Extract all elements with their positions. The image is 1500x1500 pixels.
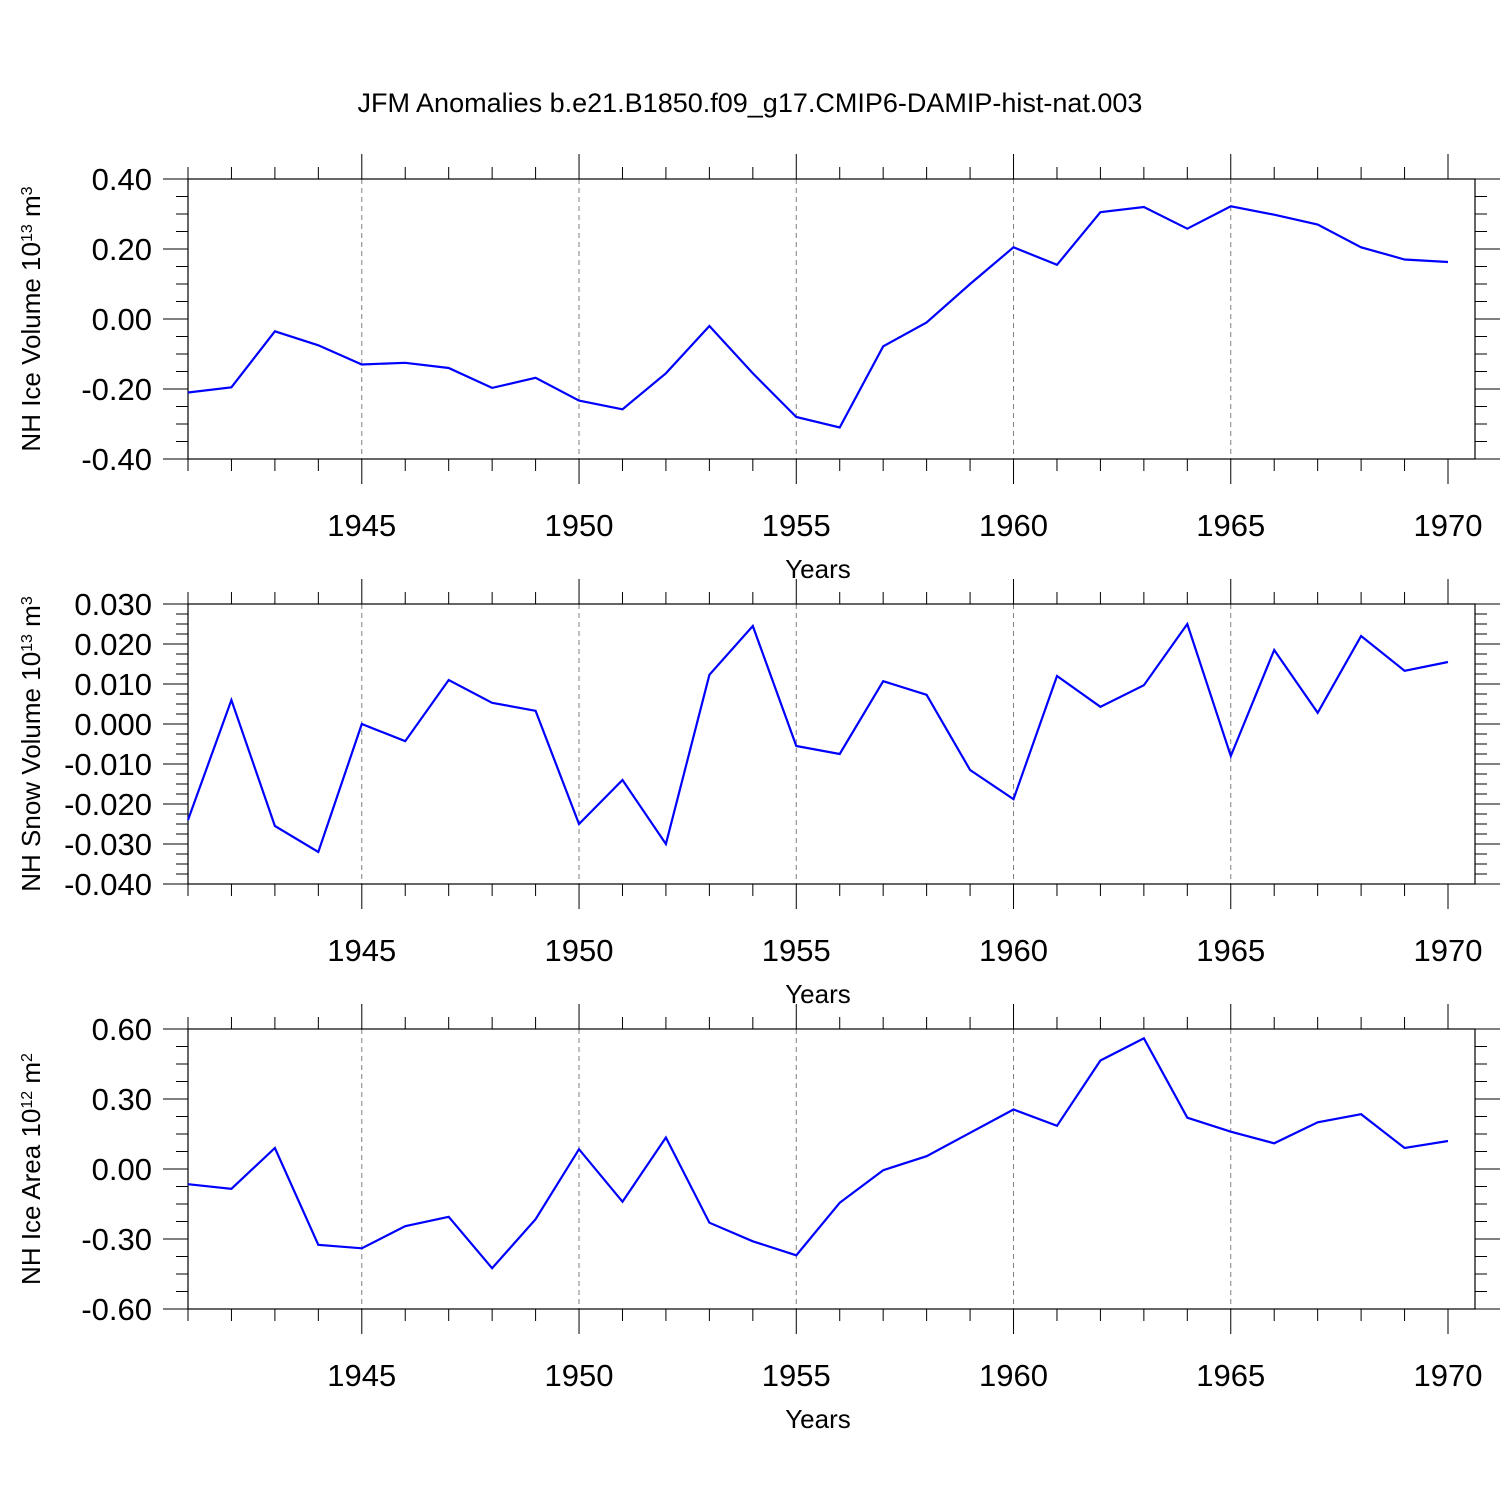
y-axis-label: NH Ice Area 1012 m2: [16, 1053, 46, 1285]
plot-frame: [187, 603, 1476, 885]
y-axis-label: NH Snow Volume 1013 m3: [16, 596, 46, 892]
y-tick-label: 0.60: [92, 1012, 152, 1047]
plot-frame: [187, 1028, 1476, 1310]
y-tick-label: -0.030: [64, 827, 152, 862]
x-tick-label: 1945: [327, 1358, 396, 1393]
x-tick-label: 1965: [1196, 1358, 1265, 1393]
x-tick-label: 1945: [327, 933, 396, 968]
x-tick-label: 1955: [762, 933, 831, 968]
y-axis-label-text: m: [16, 1062, 46, 1091]
y-tick-label: 0.010: [74, 667, 152, 702]
y-axis-label-superscript: 12: [19, 1091, 36, 1109]
y-tick-label: -0.040: [64, 867, 152, 902]
y-tick-label: -0.010: [64, 747, 152, 782]
panel-snow-volume: 1945 1950 1955 1960 1965 1970 Years -0.040 -0.03…: [16, 579, 1500, 1009]
figure-title: JFM Anomalies b.e21.B1850.f09_g17.CMIP6-…: [357, 88, 1143, 118]
x-tick-label: 1945: [327, 508, 396, 543]
y-tick-label: -0.60: [81, 1292, 152, 1327]
series-line-ice-volume: [187, 205, 1449, 429]
x-tick-label: 1970: [1414, 508, 1483, 543]
y-tick-label: 0.030: [74, 587, 152, 622]
x-tick-label: 1955: [762, 508, 831, 543]
x-tick-label: 1950: [545, 1358, 614, 1393]
y-tick-label: 0.000: [74, 707, 152, 742]
x-axis-label: Years: [785, 1404, 851, 1434]
y-tick-label: 0.00: [92, 302, 152, 337]
y-axis-label-text: NH Ice Volume 10: [16, 242, 46, 452]
x-tick-label: 1960: [979, 508, 1048, 543]
x-tick-label: 1960: [979, 933, 1048, 968]
x-tick-label: 1950: [545, 508, 614, 543]
x-tick-label: 1955: [762, 1358, 831, 1393]
y-axis-label-text: m: [16, 195, 46, 224]
y-tick-label: 0.20: [92, 232, 152, 267]
x-tick-label: 1970: [1414, 933, 1483, 968]
panel-ice-area: 1945 1950 1955 1960 1965 1970 Years -0.60 -0.30 0…: [16, 1004, 1500, 1434]
x-tick-label: 1965: [1196, 508, 1265, 543]
y-axis-label-text: NH Snow Volume 10: [16, 652, 46, 892]
y-axis-label-superscript: 3: [19, 186, 36, 195]
x-tick-label: 1960: [979, 1358, 1048, 1393]
x-tick-label: 1965: [1196, 933, 1265, 968]
y-tick-label: -0.40: [81, 442, 152, 477]
x-tick-label: 1970: [1414, 1358, 1483, 1393]
x-axis-label: Years: [785, 979, 851, 1009]
y-tick-label: -0.020: [64, 787, 152, 822]
y-axis-label-text: NH Ice Area 10: [16, 1109, 46, 1285]
panel-ice-volume: 1945 1950 1955 1960 1965 1970 Years -0.40 -0.20 0…: [16, 154, 1500, 584]
y-tick-label: 0.00: [92, 1152, 152, 1187]
series-line-snow-volume: [186, 621, 1449, 854]
y-axis-label-text: m: [16, 605, 46, 634]
y-tick-label: 0.30: [92, 1082, 152, 1117]
x-tick-label: 1950: [545, 933, 614, 968]
y-axis-label-superscript: 13: [19, 634, 36, 652]
y-axis-label: NH Ice Volume 1013 m3: [16, 186, 46, 451]
y-axis-label-superscript: 13: [19, 224, 36, 242]
y-axis-label-superscript: 3: [19, 596, 36, 605]
y-tick-label: 0.40: [92, 162, 152, 197]
series-line-ice-area: [187, 1036, 1449, 1270]
y-axis-label-superscript: 2: [19, 1053, 36, 1062]
plot-frame: [187, 178, 1476, 460]
y-tick-label: -0.20: [81, 372, 152, 407]
x-axis-label: Years: [785, 554, 851, 584]
y-tick-label: 0.020: [74, 627, 152, 662]
y-tick-label: -0.30: [81, 1222, 152, 1257]
